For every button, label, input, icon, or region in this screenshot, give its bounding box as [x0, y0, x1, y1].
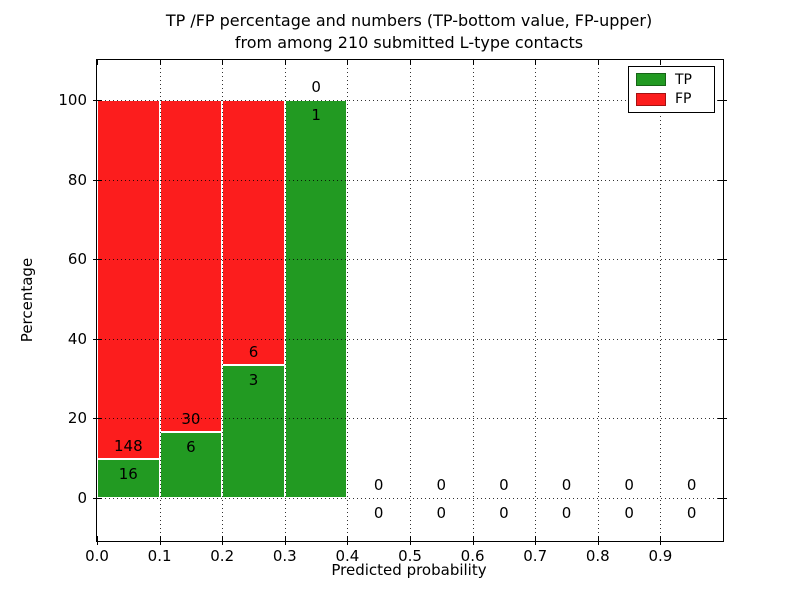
- annotation-tp-count: 16: [118, 465, 138, 484]
- annotation-fp-count: 0: [561, 476, 572, 494]
- legend: TP FP: [628, 66, 715, 113]
- x-tick-mark-bottom: [97, 536, 98, 545]
- grid-line-vertical: [284, 60, 286, 541]
- x-tick-mark-bottom: [347, 536, 349, 545]
- x-tick-mark-bottom: [222, 536, 224, 545]
- legend-entry-fp: FP: [636, 92, 707, 106]
- annotation-fp-count: 0: [624, 476, 634, 494]
- grid-line-vertical: [159, 60, 161, 541]
- annotation-fp-count: 6: [248, 343, 259, 362]
- annotation-fp-count: 148: [113, 437, 143, 456]
- grid-line-vertical: [660, 60, 662, 541]
- x-tick-mark-bottom: [284, 536, 286, 545]
- y-tick-mark-left: [93, 179, 102, 181]
- y-tick-mark-right: [718, 100, 727, 101]
- y-tick-mark-left: [93, 338, 102, 340]
- y-tick-mark-right: [718, 498, 727, 499]
- x-tick-label: 0.4: [335, 547, 360, 565]
- y-tick-mark-left: [93, 418, 102, 420]
- y-tick-mark-right: [718, 418, 727, 420]
- bar-segment-fp: [97, 100, 160, 460]
- y-tick-label: 100: [58, 91, 87, 109]
- x-tick-label: 0.6: [460, 547, 485, 565]
- annotation-fp-count: 0: [686, 476, 697, 494]
- bar-segment-fp: [159, 100, 223, 432]
- y-tick-label: 60: [67, 250, 87, 269]
- annotation-tp-count: 0: [686, 504, 697, 522]
- x-tick-label: 0.9: [648, 547, 673, 565]
- bar-segment-fp: [222, 100, 285, 366]
- x-tick-mark-top: [472, 60, 474, 65]
- x-tick-mark-bottom: [535, 536, 537, 545]
- x-tick-mark-top: [159, 60, 161, 65]
- y-axis-label: Percentage: [18, 257, 36, 343]
- y-tick-mark-right: [718, 259, 727, 261]
- bar-segment-tp: [159, 431, 223, 498]
- x-tick-label: 0.2: [210, 547, 235, 565]
- annotation-fp-count: 0: [499, 476, 509, 494]
- chart-title-line2: from among 210 submitted L-type contacts: [234, 33, 584, 52]
- annotation-tp-count: 0: [373, 504, 384, 522]
- y-tick-mark-right: [718, 338, 727, 340]
- grid-line-vertical: [410, 60, 411, 541]
- annotation-tp-count: 1: [311, 106, 321, 124]
- grid-line-vertical: [472, 60, 474, 541]
- x-tick-label: 0.8: [585, 547, 610, 565]
- x-tick-label: 0.1: [147, 547, 172, 565]
- bar-segment-tp: [284, 100, 348, 498]
- x-tick-label: 0.5: [398, 547, 422, 565]
- annotation-fp-count: 0: [311, 78, 321, 96]
- x-tick-mark-bottom: [660, 536, 662, 545]
- y-tick-mark-left: [93, 259, 102, 261]
- grid-line-vertical: [347, 60, 349, 541]
- y-tick-label: 20: [67, 409, 87, 428]
- annotation-tp-count: 6: [186, 437, 196, 456]
- grid-line-vertical: [222, 60, 224, 541]
- legend-swatch-tp-green: [636, 73, 666, 87]
- x-tick-mark-bottom: [597, 536, 599, 545]
- x-tick-mark-top: [597, 60, 599, 65]
- annotation-tp-count: 0: [436, 504, 447, 522]
- grid-line-vertical: [535, 60, 537, 541]
- x-tick-mark-top: [347, 60, 349, 65]
- y-tick-label: 80: [67, 170, 87, 189]
- x-tick-label: 0.3: [272, 547, 297, 565]
- x-tick-mark-top: [660, 60, 662, 65]
- annotation-tp-count: 0: [561, 504, 572, 522]
- x-tick-mark-top: [222, 60, 224, 65]
- x-tick-mark-top: [535, 60, 537, 65]
- x-tick-mark-top: [284, 60, 286, 65]
- y-tick-mark-right: [718, 179, 727, 181]
- annotation-fp-count: 0: [436, 476, 447, 494]
- y-tick-mark-left: [93, 100, 102, 101]
- annotation-tp-count: 3: [248, 371, 259, 390]
- x-tick-label: 0.0: [85, 547, 109, 565]
- annotation-fp-count: 30: [181, 409, 201, 428]
- bar-segment-tp: [97, 459, 160, 498]
- x-tick-mark-bottom: [472, 536, 474, 545]
- annotation-tp-count: 0: [624, 504, 634, 522]
- annotation-tp-count: 0: [499, 504, 509, 522]
- x-tick-mark-top: [97, 60, 98, 65]
- bar-segment-tp: [222, 365, 285, 498]
- y-tick-mark-left: [93, 498, 102, 499]
- x-tick-mark-bottom: [159, 536, 161, 545]
- x-tick-mark-bottom: [410, 536, 411, 545]
- annotation-fp-count: 0: [373, 476, 384, 494]
- x-tick-mark-top: [410, 60, 411, 65]
- legend-swatch-fp-red: [636, 92, 666, 106]
- y-tick-label: 40: [67, 329, 87, 348]
- legend-label-tp: TP: [675, 71, 692, 88]
- y-tick-label: 0: [77, 489, 87, 507]
- chart-title-line1: TP /FP percentage and numbers (TP-bottom…: [165, 11, 653, 30]
- grid-line-vertical: [597, 60, 599, 541]
- legend-entry-tp: TP: [636, 73, 707, 87]
- x-tick-label: 0.7: [523, 547, 548, 565]
- x-axis-label: Predicted probability: [331, 561, 487, 579]
- plot-area: 0 20 40 60 80 100 0.0 0.1 0.2 0.3 0.4 0.5 0.6 0.7 0.8 0…: [58, 59, 727, 565]
- legend-label-fp: FP: [675, 91, 692, 108]
